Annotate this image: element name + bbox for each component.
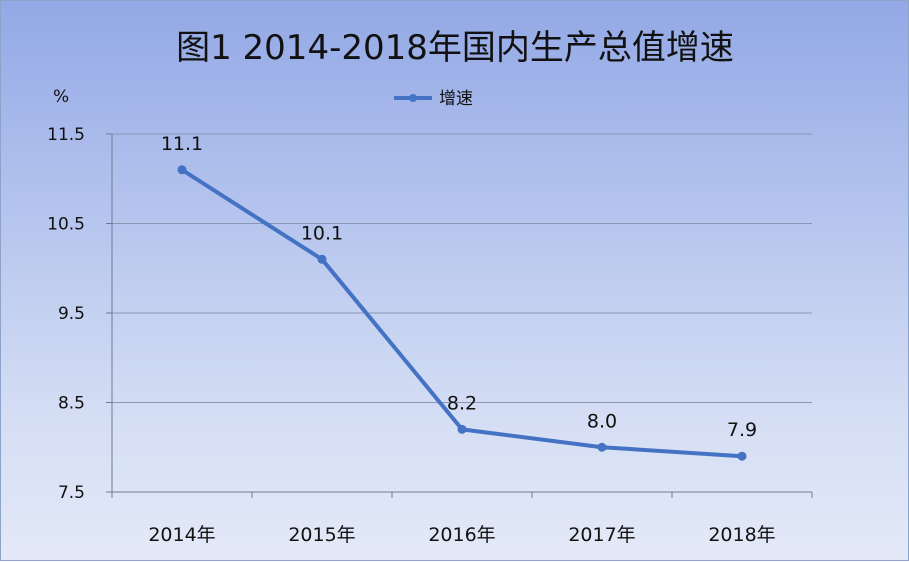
data-point [177, 165, 187, 175]
gridlines [112, 133, 812, 403]
data-label: 7.9 [727, 419, 757, 441]
y-tick-label: 11.5 [47, 125, 85, 145]
data-label: 8.0 [587, 410, 617, 432]
data-point [317, 254, 327, 264]
x-tick-label: 2017年 [568, 524, 635, 546]
data-point [737, 451, 747, 461]
data-labels: 11.1 10.1 8.2 8.0 7.9 [161, 133, 757, 441]
data-point [597, 442, 607, 452]
data-label: 8.2 [447, 392, 477, 414]
y-axis-unit: % [53, 87, 69, 107]
legend-label: 增速 [439, 89, 473, 109]
y-tick-labels: 7.5 8.5 9.5 10.5 11.5 [47, 125, 85, 503]
legend-marker [409, 94, 417, 102]
data-label: 11.1 [161, 133, 203, 155]
series-line [177, 165, 747, 461]
data-point [457, 424, 467, 434]
axes [106, 133, 813, 498]
data-label: 10.1 [301, 222, 343, 244]
y-tick-label: 9.5 [58, 304, 85, 324]
legend: 增速 [394, 89, 473, 109]
chart-title: 图1 2014-2018年国内生产总值增速 [176, 28, 734, 68]
y-tick-label: 8.5 [58, 394, 85, 414]
x-tick-label: 2018年 [708, 524, 775, 546]
x-tick-label: 2014年 [148, 524, 215, 546]
y-tick-label: 7.5 [58, 483, 85, 503]
x-tick-label: 2016年 [428, 524, 495, 546]
x-tick-labels: 2014年 2015年 2016年 2017年 2018年 [148, 524, 775, 546]
y-tick-label: 10.5 [47, 215, 85, 235]
x-tick-label: 2015年 [288, 524, 355, 546]
